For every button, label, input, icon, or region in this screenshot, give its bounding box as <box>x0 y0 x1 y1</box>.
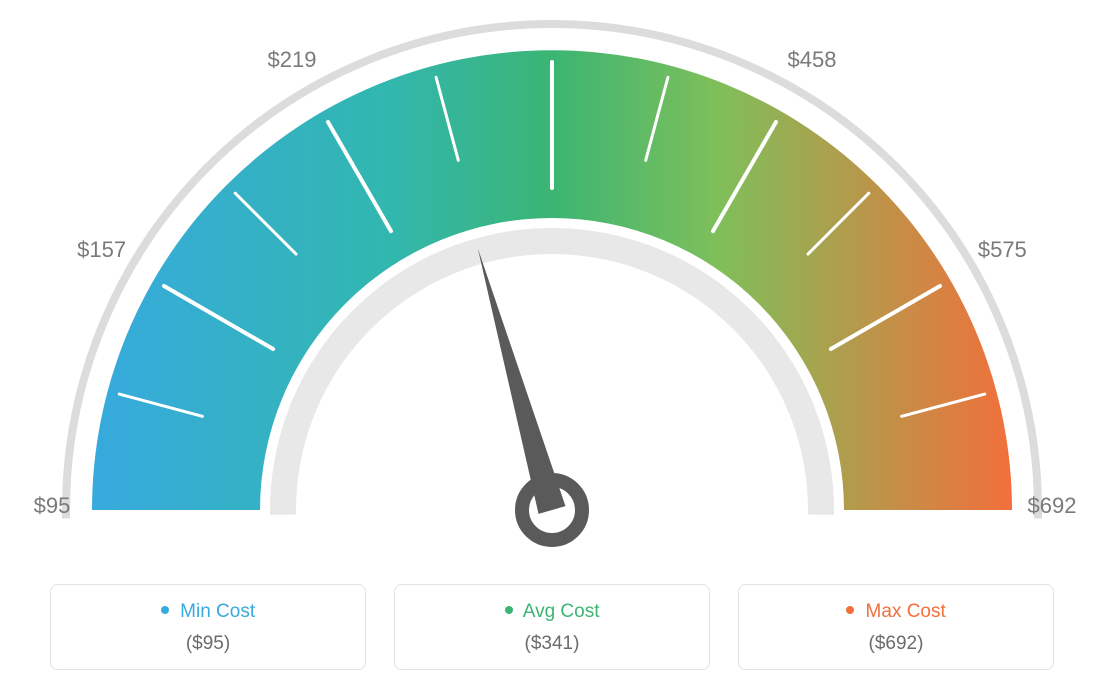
gauge: $95 $157 $219 $341 $458 $575 $692 <box>0 0 1104 560</box>
legend-value-avg: ($341) <box>405 633 699 655</box>
legend-value-max: ($692) <box>749 633 1043 655</box>
gauge-tick-label: $219 <box>268 47 317 73</box>
gauge-tick-label: $157 <box>77 237 126 263</box>
gauge-tick-label: $692 <box>1028 493 1077 519</box>
gauge-svg <box>0 0 1104 560</box>
legend-dot-max <box>846 606 854 614</box>
legend-card-avg: Avg Cost ($341) <box>394 584 710 670</box>
legend-value-min: ($95) <box>61 633 355 655</box>
gauge-tick-label: $458 <box>788 47 837 73</box>
gauge-tick-label: $575 <box>978 237 1027 263</box>
legend-card-min: Min Cost ($95) <box>50 584 366 670</box>
chart-container: $95 $157 $219 $341 $458 $575 $692 Min Cost ($9… <box>0 0 1104 690</box>
gauge-tick-label: $341 <box>528 0 577 3</box>
legend-dot-min <box>161 606 169 614</box>
legend-label-avg: Avg Cost <box>523 601 600 622</box>
legend-title-max: Max Cost <box>749 601 1043 623</box>
legend-title-avg: Avg Cost <box>405 601 699 623</box>
gauge-tick-label: $95 <box>34 493 71 519</box>
legend-label-max: Max Cost <box>866 601 946 622</box>
legend-card-max: Max Cost ($692) <box>738 584 1054 670</box>
legend-label-min: Min Cost <box>180 601 255 622</box>
legend-row: Min Cost ($95) Avg Cost ($341) Max Cost … <box>0 584 1104 670</box>
legend-title-min: Min Cost <box>61 601 355 623</box>
legend-dot-avg <box>505 606 513 614</box>
